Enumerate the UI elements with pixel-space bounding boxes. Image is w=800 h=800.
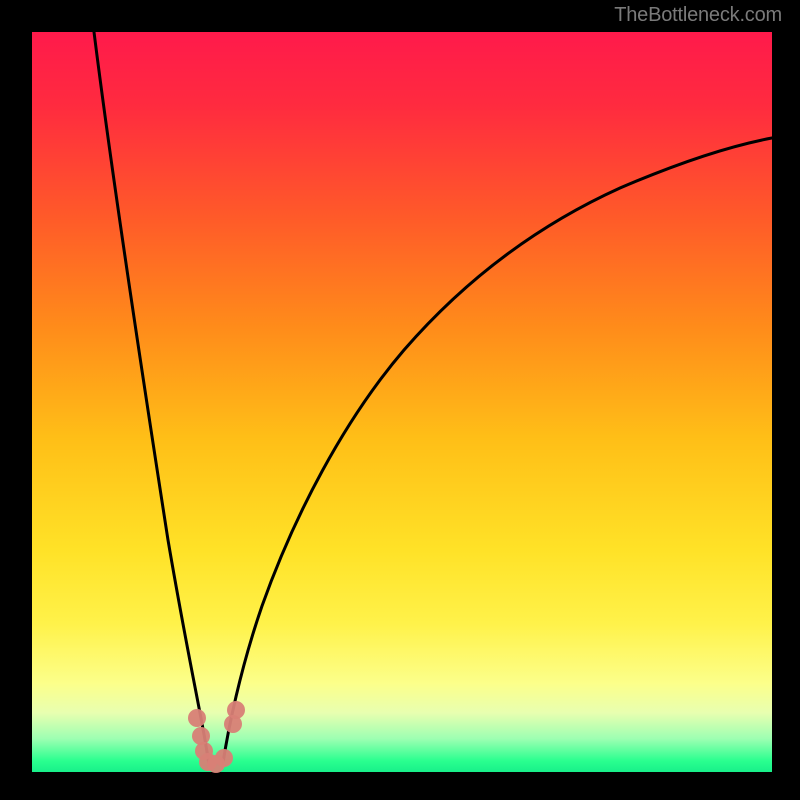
watermark-text: TheBottleneck.com — [614, 4, 782, 27]
data-marker — [192, 727, 210, 745]
data-marker — [227, 701, 245, 719]
data-marker — [188, 709, 206, 727]
chart-plot-area — [32, 32, 772, 772]
bottleneck-curve-chart — [0, 0, 800, 800]
data-marker — [215, 749, 233, 767]
chart-canvas — [0, 0, 800, 800]
